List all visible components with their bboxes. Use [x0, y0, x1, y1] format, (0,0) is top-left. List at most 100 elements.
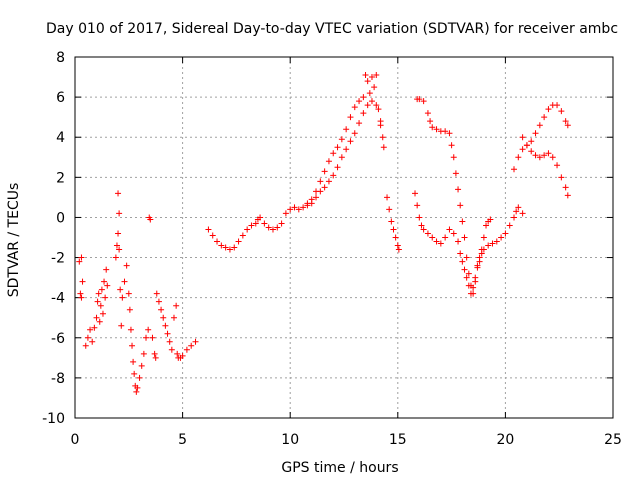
data-point	[257, 214, 264, 221]
data-point	[541, 114, 548, 121]
x-axis-label: GPS time / hours	[281, 460, 398, 476]
data-point	[179, 352, 186, 359]
data-point	[506, 222, 513, 229]
data-point	[480, 234, 487, 241]
data-point	[519, 134, 526, 141]
data-point	[416, 214, 423, 221]
data-point	[97, 302, 104, 309]
data-point	[498, 234, 505, 241]
data-point	[91, 324, 98, 331]
data-point	[248, 222, 255, 229]
data-series	[76, 72, 571, 395]
x-tick-label: 5	[178, 432, 187, 448]
data-point	[112, 254, 119, 261]
data-point	[295, 206, 302, 213]
data-point	[455, 238, 462, 245]
data-point	[173, 302, 180, 309]
data-point	[515, 204, 522, 211]
data-point	[222, 244, 229, 251]
data-point	[392, 234, 399, 241]
data-point	[121, 278, 128, 285]
data-point	[96, 318, 103, 325]
data-point	[78, 294, 85, 301]
data-point	[274, 224, 281, 231]
data-point	[465, 270, 472, 277]
data-point	[420, 98, 427, 105]
data-point	[373, 72, 380, 79]
data-point	[129, 342, 136, 349]
data-point	[351, 130, 358, 137]
data-point	[325, 158, 332, 165]
data-point	[562, 118, 569, 125]
data-point	[446, 130, 453, 137]
data-point	[214, 238, 221, 245]
data-point	[321, 184, 328, 191]
data-point	[360, 94, 367, 101]
data-point	[450, 230, 457, 237]
data-point	[317, 178, 324, 185]
data-point	[412, 190, 419, 197]
data-point	[265, 224, 272, 231]
data-point	[79, 278, 86, 285]
data-point	[174, 350, 181, 357]
data-point	[317, 188, 324, 195]
x-tick-label: 20	[496, 432, 514, 448]
data-point	[487, 216, 494, 223]
data-point	[513, 208, 520, 215]
y-axis-label: SDTVAR / TECUs	[6, 183, 22, 298]
y-tick-label: 6	[56, 90, 65, 106]
data-point	[78, 254, 85, 261]
data-point	[558, 108, 565, 115]
data-point	[420, 226, 427, 233]
data-point	[98, 286, 105, 293]
data-point	[564, 192, 571, 199]
data-point	[395, 246, 402, 253]
data-point	[158, 306, 165, 313]
data-point	[416, 96, 423, 103]
data-point	[452, 170, 459, 177]
data-point	[511, 166, 518, 173]
data-point	[152, 354, 159, 361]
data-point	[523, 142, 530, 149]
data-point	[123, 262, 130, 269]
data-point	[239, 232, 246, 239]
data-point	[77, 290, 84, 297]
data-point	[261, 220, 268, 227]
data-point	[160, 314, 167, 321]
data-point	[549, 154, 556, 161]
data-point	[360, 110, 367, 117]
data-point	[373, 102, 380, 109]
data-point	[390, 226, 397, 233]
data-point	[119, 294, 126, 301]
data-point	[433, 238, 440, 245]
data-point	[209, 232, 216, 239]
data-point	[115, 190, 122, 197]
data-point	[528, 148, 535, 155]
data-point	[330, 172, 337, 179]
data-point	[455, 186, 462, 193]
data-point	[364, 102, 371, 109]
data-point	[133, 388, 140, 395]
data-point	[541, 152, 548, 159]
data-point	[188, 342, 195, 349]
data-point	[437, 240, 444, 247]
x-tick-label: 15	[389, 432, 407, 448]
data-point	[115, 230, 122, 237]
data-point	[282, 210, 289, 217]
data-point	[338, 136, 345, 143]
plot-frame	[74, 56, 614, 419]
data-point	[554, 162, 561, 169]
data-point	[140, 350, 147, 357]
data-point	[528, 138, 535, 145]
data-point	[467, 282, 474, 289]
data-point	[218, 242, 225, 249]
data-point	[153, 290, 160, 297]
y-tick-label: -10	[42, 411, 65, 427]
data-point	[427, 118, 434, 125]
data-point	[386, 206, 393, 213]
data-point	[476, 254, 483, 261]
data-point	[564, 122, 571, 129]
data-point	[84, 334, 91, 341]
data-point	[304, 202, 311, 209]
data-point	[334, 144, 341, 151]
